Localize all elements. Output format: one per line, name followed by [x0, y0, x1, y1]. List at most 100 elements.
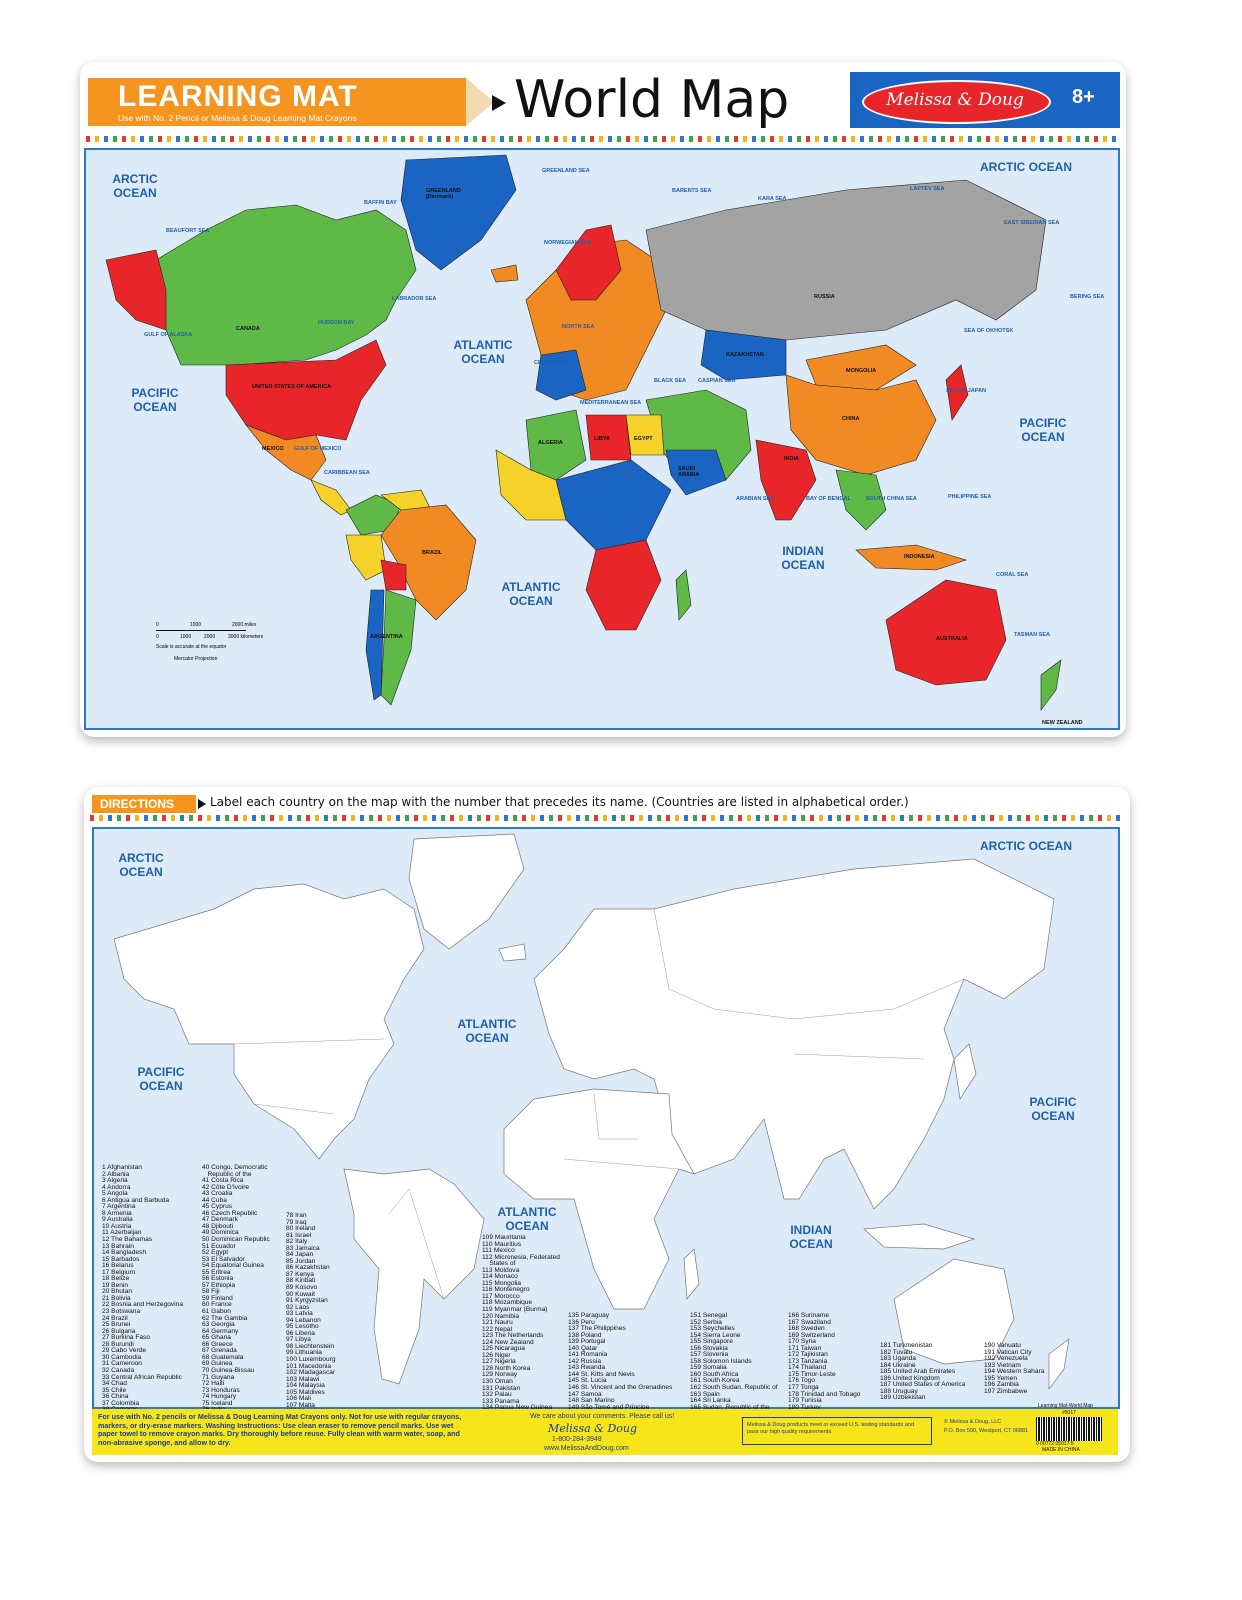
country-list-item: 54 Equatorial Guinea: [202, 1262, 264, 1270]
barcode: [1036, 1417, 1102, 1441]
landmass-indonesia: [863, 1223, 976, 1250]
country-list-item: 115 Mongolia: [482, 1279, 522, 1287]
country-list-item: 196 Zambia: [984, 1381, 1019, 1389]
sea-label: KARA SEA: [758, 196, 787, 202]
country-list-item: 8 Armenia: [102, 1209, 132, 1217]
country-list-item: 65 Ghana: [202, 1334, 231, 1342]
sea-label: SEA OF JAPAN: [946, 388, 987, 394]
country-list-item: 93 Latvia: [286, 1310, 313, 1318]
sea-label: CARIBBEAN SEA: [324, 470, 370, 476]
country-list-item: 129 Norway: [482, 1371, 518, 1379]
sea-label: BEAUFORT SEA: [166, 228, 210, 234]
country-list-item: 128 North Korea: [482, 1364, 531, 1372]
country-central-america: [310, 479, 352, 516]
country-list-item: 106 Mali: [286, 1395, 311, 1403]
sea-label: BAFFIN BAY: [364, 200, 397, 206]
country-list-item: 63 Georgia: [202, 1321, 235, 1329]
ocean-label-arctic-left: ARCTIC OCEAN: [118, 851, 164, 879]
country-list-item: 64 Germany: [202, 1327, 239, 1335]
country-label: CHINA: [842, 416, 860, 422]
country-list-item: 123 The Netherlands: [482, 1332, 544, 1340]
arrow-icon: [492, 95, 506, 111]
country-list-item: 135 Paraguay: [568, 1312, 610, 1319]
scale-note: Scale is accurate at the equator: [156, 644, 227, 650]
country-label: CANADA: [236, 326, 260, 332]
country-list-item: 190 Vanuatu: [984, 1342, 1021, 1349]
country-list-column-1: 1 Afghanistan 2 Albania 3 Algeria 4 Andorra…: [102, 1164, 184, 1420]
border-line: [388, 1188, 445, 1300]
country-label: INDIA: [784, 456, 799, 462]
country-list-item: 98 Liechtenstein: [286, 1342, 335, 1350]
country-label: EGYPT: [634, 436, 653, 442]
sea-label: SEA OF OKHOTSK: [964, 328, 1014, 334]
country-list-item: 29 Cabo Verde: [102, 1347, 146, 1355]
border-line: [793, 1053, 925, 1060]
country-kazakhstan: [700, 329, 787, 381]
address: P.O. Box 590, Westport, CT 06881: [944, 1428, 1029, 1434]
website-link[interactable]: www.MelissaAndDoug.com: [544, 1445, 629, 1452]
country-list-item: 55 Eritrea: [202, 1268, 231, 1276]
world-map-outline: [113, 833, 1070, 1391]
country-bolivia: [380, 559, 407, 591]
country-list-item: 137 The Philippines: [568, 1325, 626, 1333]
country-list-item: 37 Colombia: [102, 1399, 140, 1407]
country-list-item: 71 Guyana: [202, 1373, 235, 1381]
country-list-item: 34 Chad: [102, 1380, 127, 1388]
country-list-item: 169 Switzerland: [788, 1331, 835, 1339]
country-list-item: 130 Oman: [482, 1378, 513, 1386]
badge-title: LEARNING MAT: [118, 80, 358, 113]
sea-label: ARABIAN SEA: [736, 496, 775, 502]
ocean-label-arctic-right: ARCTIC OCEAN: [980, 839, 1072, 853]
country-list-item: 101 Macedonia: [286, 1362, 332, 1370]
ocean-label-pacific-left: PACIFIC OCEAN: [131, 386, 179, 414]
landmass-australia: [893, 1258, 1015, 1365]
country-list-item: 25 Brunei: [102, 1321, 131, 1329]
country-argentina: [380, 589, 417, 706]
landmass-north-america: [113, 883, 425, 1160]
country-list-item: 122 Nepal: [482, 1325, 513, 1333]
safety-box: Melissa & Doug products meet or exceed U…: [742, 1417, 932, 1445]
phone-number: 1-800-284-3948: [552, 1436, 602, 1443]
country-list-item: 95 Lesotho: [286, 1323, 319, 1331]
country-list-item: 36 China: [102, 1393, 129, 1401]
country-list-item: 155 Singapore: [690, 1338, 733, 1346]
ocean-label-indian: INDIAN OCEAN: [789, 1223, 833, 1251]
country-algeria: [525, 409, 587, 481]
country-label: BRAZIL: [422, 550, 443, 556]
product-name: Learning Mat-World Map: [1038, 1403, 1093, 1409]
country-list-item: 141 Romania: [568, 1351, 608, 1359]
decorative-dot-border: [86, 136, 1120, 142]
country-list-item: 22 Bosnia and Herzegovina: [102, 1301, 184, 1309]
country-india: [755, 439, 817, 521]
country-list-item: 69 Guinea: [202, 1360, 233, 1368]
country-usa: [225, 339, 387, 441]
sea-label: PHILIPPINE SEA: [948, 494, 992, 500]
country-list-column-8: 181 Turkmenistan 182 Tuvalu 183 Uganda 184 …: [880, 1342, 965, 1402]
country-list-item: 151 Senegal: [690, 1312, 728, 1319]
country-list-item: 31 Cameroon: [102, 1360, 142, 1368]
country-list-item: 125 Nicaragua: [482, 1345, 525, 1353]
sea-label: NORWEGIAN SEA: [544, 240, 592, 246]
country-list-item: 180 Turkey: [788, 1403, 821, 1411]
ocean-label-indian: INDIAN OCEAN: [781, 544, 825, 572]
directions-text: Label each country on the map with the n…: [210, 795, 909, 809]
country-list-item: 13 Bahrain: [102, 1242, 134, 1250]
country-list-item: 172 Tajikistan: [788, 1351, 828, 1359]
country-list-item: 124 New Zealand: [482, 1338, 534, 1346]
country-list-item: 14 Bangladesh: [102, 1249, 146, 1257]
country-list-item: 197 Zimbabwe: [984, 1387, 1028, 1395]
country-list-item: 178 Trinidad and Tobago: [788, 1390, 861, 1398]
copyright: © Melissa & Doug, LLC: [944, 1419, 1002, 1425]
country-list-item: 99 Lithuania: [286, 1349, 322, 1357]
country-label: MEXICO: [262, 446, 284, 452]
country-list-item: 57 Ethiopia: [202, 1281, 235, 1289]
country-list-item: 1 Afghanistan: [102, 1164, 142, 1171]
comments-text: We care about your comments. Please call…: [530, 1413, 675, 1420]
country-list-item: 176 Togo: [788, 1377, 816, 1385]
country-list-item: 33 Central African Republic: [102, 1373, 182, 1381]
item-number: #5017: [1062, 1410, 1076, 1416]
ocean-label-pacific-left: PACIFIC OCEAN: [137, 1065, 185, 1093]
country-list-item: 20 Bhutan: [102, 1288, 133, 1296]
country-list-item: 158 Solomon Islands: [690, 1357, 752, 1365]
country-list-item: 148 San Marino: [568, 1397, 615, 1405]
